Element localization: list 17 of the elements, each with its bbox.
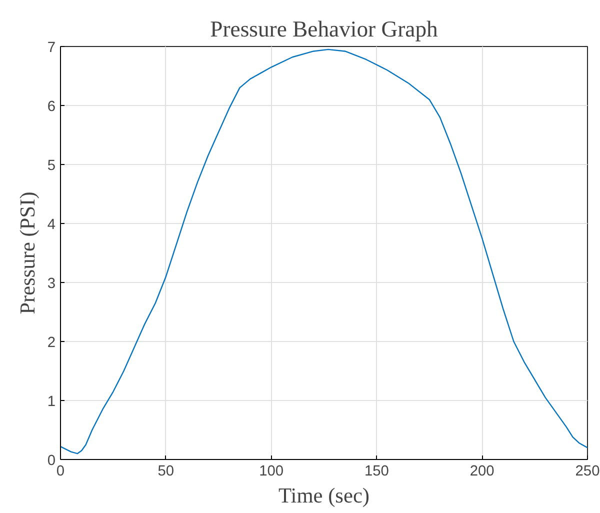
x-tick-label: 200 xyxy=(470,464,494,480)
chart-title: Pressure Behavior Graph xyxy=(210,16,439,42)
x-tick-label: 150 xyxy=(364,464,389,480)
line-series xyxy=(60,48,588,454)
y-axis-title: Pressure (PSI) xyxy=(15,192,40,314)
y-tick-label: 0 xyxy=(47,453,56,469)
y-tick-label: 6 xyxy=(47,99,56,115)
x-tick-label: 50 xyxy=(158,464,174,480)
y-tick-label: 7 xyxy=(47,40,56,56)
x-axis-title: Time (sec) xyxy=(278,484,370,508)
x-tick-label: 250 xyxy=(575,464,600,480)
y-tick-label: 2 xyxy=(47,335,56,351)
y-tick-label: 3 xyxy=(47,276,56,292)
x-tick-label: 100 xyxy=(259,464,284,480)
y-tick-label: 1 xyxy=(47,394,56,410)
y-tick-label: 5 xyxy=(47,158,56,174)
y-tick-label: 4 xyxy=(47,217,56,233)
